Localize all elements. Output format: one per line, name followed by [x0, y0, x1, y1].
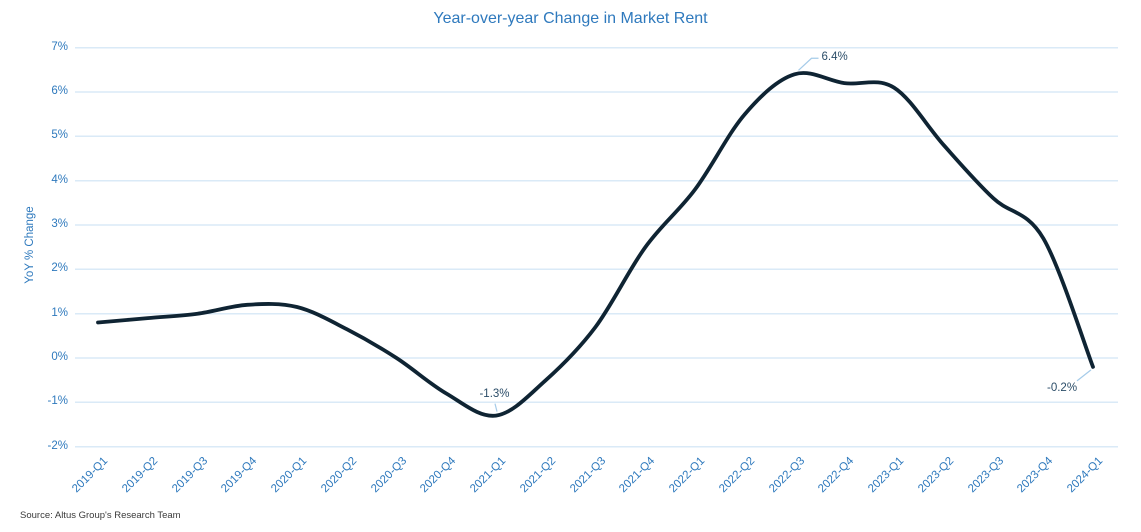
annotation-leader-line	[798, 57, 819, 71]
y-tick-label: 7%	[51, 40, 68, 53]
source-note: Source: Altus Group's Research Team	[20, 510, 181, 521]
annotation-leader-line	[494, 403, 498, 412]
y-tick-label: 3%	[51, 218, 68, 230]
y-tick-label: 6%	[51, 85, 68, 97]
series-line	[96, 71, 1095, 418]
y-tick-label: -1%	[47, 395, 68, 408]
annotation-label: 6.4%	[821, 51, 848, 64]
y-tick-label: 4%	[51, 173, 68, 186]
y-tick-label: 1%	[51, 306, 68, 319]
y-tick-label: 5%	[51, 129, 68, 142]
y-tick-label: 0%	[51, 351, 68, 363]
y-tick-label: 2%	[51, 262, 68, 275]
chart-title: Year-over-year Change in Market Rent	[433, 10, 708, 27]
annotation-label: -0.2%	[1047, 381, 1078, 394]
y-tick-label: -2%	[47, 439, 68, 452]
annotation-leader-line	[1076, 369, 1092, 382]
annotation-label: -1.3%	[479, 387, 510, 400]
